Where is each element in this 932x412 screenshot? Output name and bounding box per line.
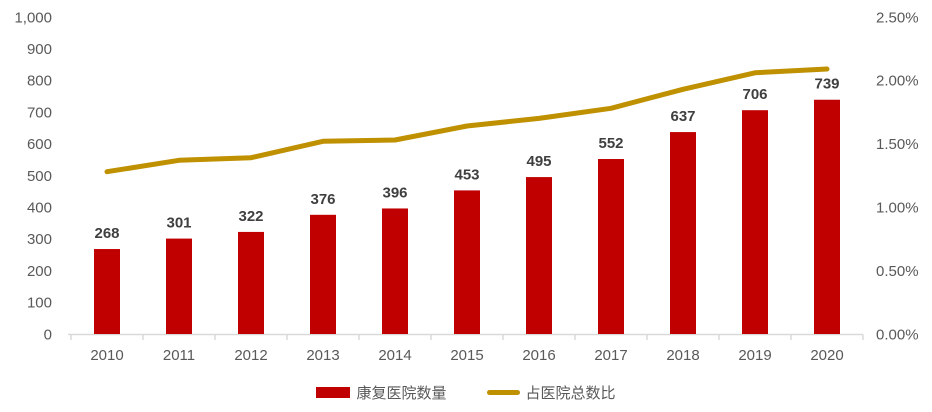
bar-2010 xyxy=(94,249,120,334)
left-axis-tick-label: 0 xyxy=(44,326,52,343)
x-axis-category-label: 2019 xyxy=(738,347,771,364)
legend-item-bar-series: 康复医院数量 xyxy=(316,382,447,403)
x-axis-category-label: 2013 xyxy=(306,347,339,364)
left-axis-tick-label: 800 xyxy=(27,73,52,90)
right-axis-tick-label: 2.00% xyxy=(876,73,919,90)
bar-value-label: 495 xyxy=(526,153,551,170)
legend-item-line-series: 占医院总数比 xyxy=(486,382,616,403)
left-axis-tick-label: 600 xyxy=(27,136,52,153)
bar-value-label: 376 xyxy=(310,191,335,208)
bar-2013 xyxy=(310,214,336,334)
bar-2015 xyxy=(454,190,480,334)
bar-value-label: 739 xyxy=(814,76,839,93)
bar-value-label: 268 xyxy=(94,225,119,242)
x-axis-category-label: 2016 xyxy=(522,347,555,364)
left-axis-tick-label: 1,000 xyxy=(14,9,52,26)
x-axis-category-label: 2010 xyxy=(90,347,123,364)
x-axis-category-label: 2018 xyxy=(666,347,699,364)
line-series-swatch xyxy=(486,389,520,395)
x-axis-category-label: 2014 xyxy=(378,347,411,364)
x-axis-category-label: 2011 xyxy=(163,347,195,364)
left-axis-tick-label: 400 xyxy=(27,199,52,216)
bar-2020 xyxy=(814,99,840,334)
bar-2017 xyxy=(598,159,624,334)
x-axis-category-label: 2020 xyxy=(810,347,843,364)
bar-2011 xyxy=(166,238,192,334)
right-axis-tick-label: 0.00% xyxy=(876,326,919,343)
bar-2016 xyxy=(526,177,552,334)
bar-2014 xyxy=(382,208,408,334)
x-axis-category-label: 2017 xyxy=(594,347,627,364)
left-axis-tick-label: 300 xyxy=(27,231,52,248)
bar-value-label: 706 xyxy=(742,86,767,103)
left-axis-tick-label: 500 xyxy=(27,168,52,185)
bar-value-label: 396 xyxy=(382,184,407,201)
right-axis-tick-label: 1.50% xyxy=(876,136,919,153)
right-axis-tick-label: 0.50% xyxy=(876,263,919,280)
bar-value-label: 453 xyxy=(454,166,479,183)
bar-2012 xyxy=(238,231,264,334)
x-axis-category-label: 2012 xyxy=(234,347,267,364)
left-axis-tick-label: 200 xyxy=(27,263,52,280)
right-axis-tick-label: 1.00% xyxy=(876,199,919,216)
bar-value-label: 322 xyxy=(238,208,263,225)
bar-2018 xyxy=(670,132,696,334)
bar-value-label: 552 xyxy=(598,135,623,152)
bar-series-label: 康复医院数量 xyxy=(356,384,447,402)
bar-value-label: 637 xyxy=(670,108,695,125)
line-series-label: 占医院总数比 xyxy=(525,384,616,402)
bar-2019 xyxy=(742,110,768,334)
bar-value-label: 301 xyxy=(166,215,191,232)
plot-area: 0 100 200 300 400 500 600 700 800 900 1,000 0.00% 0.… xyxy=(14,9,919,364)
x-axis-category-label: 2015 xyxy=(450,347,483,364)
right-axis-tick-label: 2.50% xyxy=(876,9,919,26)
line-series-path xyxy=(104,66,830,175)
bar-series-swatch xyxy=(316,386,351,398)
left-axis-tick-label: 900 xyxy=(27,41,52,58)
left-axis-tick-label: 100 xyxy=(27,295,52,312)
left-axis-tick-label: 700 xyxy=(27,104,52,121)
legend: 康复医院数量 占医院总数比 xyxy=(0,376,932,408)
